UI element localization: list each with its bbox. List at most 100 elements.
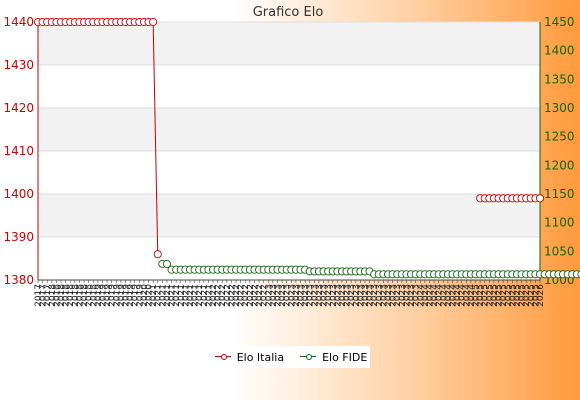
x-tick-label: 2018 xyxy=(71,284,81,307)
x-tick-label: 2023 xyxy=(315,284,325,307)
y-right-tick-label: 1450 xyxy=(544,15,575,29)
legend-label-fide: Elo FIDE xyxy=(322,350,368,364)
x-tick-label: 2025 xyxy=(513,284,523,307)
y-left-tick-label: 1390 xyxy=(3,230,34,244)
x-tick-label: 2025 xyxy=(495,284,505,307)
y-left-tick-label: 1440 xyxy=(3,15,34,29)
x-tick-label: 2018 xyxy=(89,284,99,307)
x-tick-label: 2022 xyxy=(223,284,233,307)
x-tick-label: 2019 xyxy=(112,284,122,307)
x-tick-label: 2021 xyxy=(177,284,187,307)
x-tick-label: 2023 xyxy=(283,284,293,307)
y-left-tick-label: 1430 xyxy=(3,58,34,72)
legend-item-italia: Elo Italia xyxy=(214,350,285,364)
x-tick-label: 2024 xyxy=(448,284,458,307)
x-tick-label: 2019 xyxy=(103,284,113,307)
y-right-tick-label: 1050 xyxy=(544,244,575,258)
x-tick-label: 2025 xyxy=(472,284,482,307)
x-tick-label: 2024 xyxy=(416,284,426,307)
x-tick-label: 2021 xyxy=(191,284,201,307)
y-left-tick-label: 1410 xyxy=(3,144,34,158)
x-tick-label: 2021 xyxy=(149,284,159,307)
legend-marker-fide xyxy=(300,352,317,362)
x-tick-label: 2023 xyxy=(306,284,316,307)
data-point-italia xyxy=(153,250,162,259)
data-point-fide xyxy=(162,259,172,268)
x-tick-label: 2017 xyxy=(43,284,53,307)
x-tick-label: 2023 xyxy=(278,284,288,307)
x-tick-label: 2025 xyxy=(499,284,509,307)
x-tick-label: 2023 xyxy=(352,284,362,307)
x-tick-label: 2021 xyxy=(200,284,210,307)
x-tick-label: 2025 xyxy=(508,284,518,307)
x-tick-label: 2023 xyxy=(389,284,399,307)
x-tick-label: 2025 xyxy=(518,284,528,307)
x-tick-label: 2023 xyxy=(264,284,274,307)
x-tick-label: 2024 xyxy=(444,284,454,307)
x-tick-label: 2022 xyxy=(241,284,251,307)
x-tick-label: 2018 xyxy=(80,284,90,307)
x-tick-label: 2020 xyxy=(140,284,150,307)
x-tick-label: 2018 xyxy=(48,284,58,307)
x-tick-label: 2024 xyxy=(467,284,477,307)
x-tick-label: 2021 xyxy=(154,284,164,307)
x-tick-label: 2023 xyxy=(398,284,408,307)
x-tick-label: 2023 xyxy=(292,284,302,307)
x-tick-label: 2023 xyxy=(361,284,371,307)
x-tick-label: 2022 xyxy=(250,284,260,307)
x-tick-label: 2019 xyxy=(131,284,141,307)
x-tick-label: 2021 xyxy=(168,284,178,307)
x-tick-label: 2024 xyxy=(435,284,445,307)
x-tick-label: 2023 xyxy=(287,284,297,307)
x-tick-label: 2023 xyxy=(366,284,376,307)
x-tick-label: 2023 xyxy=(338,284,348,307)
x-tick-label: 2023 xyxy=(375,284,385,307)
x-tick-label: 2023 xyxy=(356,284,366,307)
x-tick-label: 2018 xyxy=(66,284,76,307)
x-tick-label: 2024 xyxy=(421,284,431,307)
x-tick-label: 2021 xyxy=(186,284,196,307)
x-tick-label: 2025 xyxy=(504,284,514,307)
legend-label-italia: Elo Italia xyxy=(236,350,285,364)
y-left-tick-label: 1380 xyxy=(3,273,34,287)
x-tick-label: 2017 xyxy=(34,284,44,307)
x-tick-label: 2023 xyxy=(379,284,389,307)
x-tick-label: 2023 xyxy=(412,284,422,307)
x-tick-label: 2023 xyxy=(333,284,343,307)
y-left-tick-label: 1400 xyxy=(3,187,34,201)
x-tick-label: 2023 xyxy=(310,284,320,307)
x-tick-label: 2022 xyxy=(260,284,270,307)
y-right-tick-label: 1350 xyxy=(544,72,575,86)
x-tick-label: 2021 xyxy=(172,284,182,307)
chart-legend: Elo Italia Elo FIDE xyxy=(212,346,370,368)
grid-band xyxy=(38,108,540,151)
data-point-fide xyxy=(577,270,580,279)
x-tick-label: 2023 xyxy=(297,284,307,307)
x-tick-label: 2018 xyxy=(85,284,95,307)
x-tick-label: 2021 xyxy=(181,284,191,307)
x-tick-label: 2022 xyxy=(255,284,265,307)
x-tick-label: 2022 xyxy=(209,284,219,307)
x-tick-label: 2023 xyxy=(343,284,353,307)
legend-item-fide: Elo FIDE xyxy=(300,351,367,364)
y-right-tick-label: 1100 xyxy=(544,216,575,230)
x-tick-label: 2022 xyxy=(218,284,228,307)
x-tick-label: 2022 xyxy=(214,284,224,307)
chart-title: Grafico Elo xyxy=(253,5,324,20)
x-tick-label: 2018 xyxy=(57,284,67,307)
x-tick-label: 2023 xyxy=(384,284,394,307)
x-tick-label: 2021 xyxy=(158,284,168,307)
x-tick-label: 2022 xyxy=(237,284,247,307)
x-tick-label: 2021 xyxy=(163,284,173,307)
x-tick-label: 2022 xyxy=(246,284,256,307)
x-tick-label: 2023 xyxy=(329,284,339,307)
x-tick-label: 2025 xyxy=(481,284,491,307)
x-tick-label: 2023 xyxy=(301,284,311,307)
y-right-tick-label: 1200 xyxy=(544,158,575,172)
y-left-tick-label: 1420 xyxy=(3,101,34,115)
x-tick-label: 2022 xyxy=(232,284,242,307)
x-tick-label: 2025 xyxy=(531,284,541,307)
x-tick-label: 2018 xyxy=(75,284,85,307)
x-tick-label: 2025 xyxy=(522,284,532,307)
x-tick-label: 2023 xyxy=(407,284,417,307)
